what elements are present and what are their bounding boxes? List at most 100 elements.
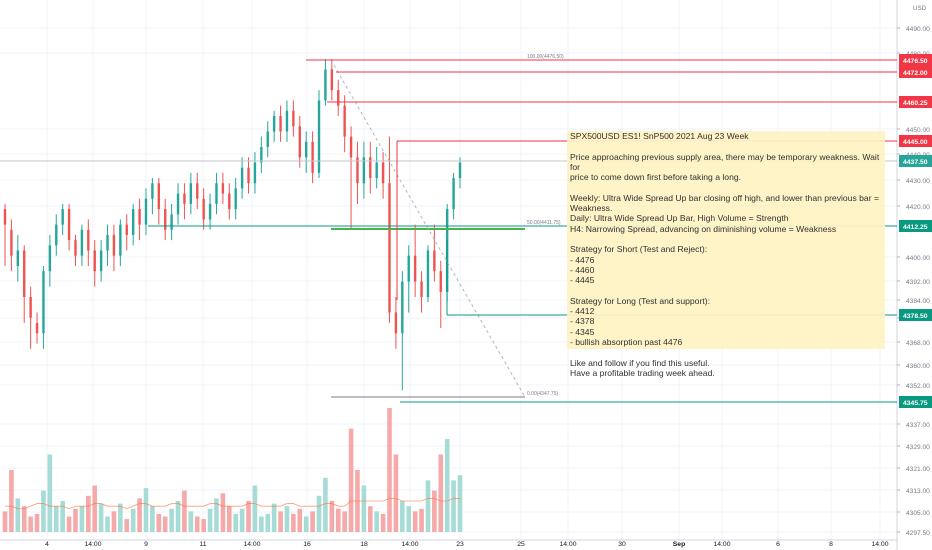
note-line: - 4345 <box>570 326 595 337</box>
price-label-text: 4476.50 <box>903 58 928 65</box>
volume-bar <box>201 519 206 532</box>
candle-body <box>426 250 430 298</box>
x-tick-label: 14:00 <box>871 541 888 548</box>
candle-body <box>125 224 128 235</box>
volume-ma-line <box>5 498 460 510</box>
volume-bar <box>92 485 98 532</box>
candle-body <box>253 162 257 184</box>
candle-body <box>61 209 64 225</box>
volume-bar <box>28 516 33 532</box>
price-label-box <box>899 396 932 408</box>
x-tick-label: 14:00 <box>559 541 576 548</box>
candle-body <box>304 141 308 158</box>
candle-body <box>176 193 180 215</box>
volume-bar <box>60 501 65 532</box>
candle-body <box>388 183 391 313</box>
candle-body <box>362 157 366 184</box>
volume-bar <box>432 490 437 532</box>
price-label-box <box>899 155 932 167</box>
candle-body <box>215 183 218 204</box>
candle-body <box>292 110 295 127</box>
candle-body <box>298 126 301 158</box>
volume-bar <box>284 506 290 532</box>
volume-bar <box>150 506 155 532</box>
fib-label: 0.00(4347.75) <box>527 391 558 397</box>
volume-bar <box>194 516 200 532</box>
fib-label: 100.00(4476.50) <box>527 54 564 60</box>
x-tick-label: 9 <box>144 541 148 548</box>
volume-bar <box>233 513 239 532</box>
candle-body <box>439 271 442 292</box>
y-tick-label: 4360.00 <box>906 363 930 370</box>
volume-bar <box>271 503 277 532</box>
volume-bar <box>124 519 130 532</box>
x-tick-label: Sep <box>673 541 685 548</box>
price-label-text: 4412.25 <box>903 224 928 231</box>
candle-body <box>311 141 314 173</box>
y-tick-label: 4400.00 <box>906 255 930 262</box>
candle-body <box>189 183 193 204</box>
candle-body <box>413 255 417 282</box>
note-line: Strategy for Long (Test and support): <box>570 295 710 306</box>
y-tick-label: 4420.00 <box>906 204 930 211</box>
price-label-box <box>899 54 932 66</box>
candle-body <box>67 209 71 241</box>
price-label-box <box>899 135 932 147</box>
candle-body <box>407 255 410 282</box>
volume-bar <box>214 498 219 532</box>
y-tick-label: 4392.00 <box>906 279 930 286</box>
candle-body <box>240 167 244 189</box>
note-line: Price approaching previous supply area, … <box>570 151 880 172</box>
volume-bar <box>393 454 399 532</box>
candle-body <box>433 250 436 272</box>
volume-bar <box>34 513 40 532</box>
note-line: - 4476 <box>570 254 595 265</box>
candle-body <box>23 250 26 298</box>
x-tick-label: 14:00 <box>84 541 101 548</box>
candle-body <box>337 90 340 106</box>
volume-bar <box>226 506 232 532</box>
volume-bar <box>220 493 226 532</box>
y-tick-label: 4337.00 <box>906 422 930 429</box>
fib-label: 50.00(4411.75) <box>527 220 561 226</box>
candle-body <box>74 240 77 256</box>
candle-body <box>119 224 122 256</box>
candle-body <box>266 131 269 147</box>
y-tick-label: 4430.00 <box>906 178 930 185</box>
x-tick-label: 30 <box>618 541 626 548</box>
note-line <box>570 234 885 244</box>
volume-bar <box>246 501 251 532</box>
volume-bar <box>361 485 367 532</box>
volume-bar <box>15 498 21 532</box>
volume-bar <box>278 511 283 532</box>
candle-body <box>29 297 32 318</box>
x-tick-label: 8 <box>829 541 833 548</box>
x-tick-label: 18 <box>360 541 368 548</box>
volume-bar <box>86 495 91 532</box>
x-tick-label: 4 <box>45 541 49 548</box>
candle-body <box>247 167 250 184</box>
y-tick-label: 4297.50 <box>906 530 930 537</box>
currency-label: USD <box>913 5 927 12</box>
volume-bar <box>291 513 296 532</box>
candle-body <box>112 234 116 256</box>
y-tick-label: 4450.00 <box>906 127 930 134</box>
volume-bar <box>335 508 341 532</box>
price-label-text: 4460.25 <box>903 100 928 107</box>
volume-bar <box>207 508 213 532</box>
candle-body <box>260 147 263 163</box>
candle-body <box>138 209 141 225</box>
y-tick-label: 4490.00 <box>906 26 930 33</box>
candle-body <box>369 157 372 179</box>
candle-body <box>157 183 161 210</box>
x-tick-label: 14:00 <box>713 541 730 548</box>
candle-body <box>279 115 282 132</box>
volume-bar <box>380 513 386 532</box>
price-label-box <box>899 66 932 78</box>
price-label-text: 4445.00 <box>903 139 928 146</box>
note-title: SPX500USD ES1! SnP500 2021 Aug 23 Week <box>570 131 749 141</box>
idea-text-note[interactable]: SPX500USD ES1! SnP500 2021 Aug 23 Week P… <box>567 131 885 378</box>
candle-body <box>343 105 346 137</box>
volume-bar <box>9 470 14 532</box>
volume-bar <box>419 508 424 532</box>
